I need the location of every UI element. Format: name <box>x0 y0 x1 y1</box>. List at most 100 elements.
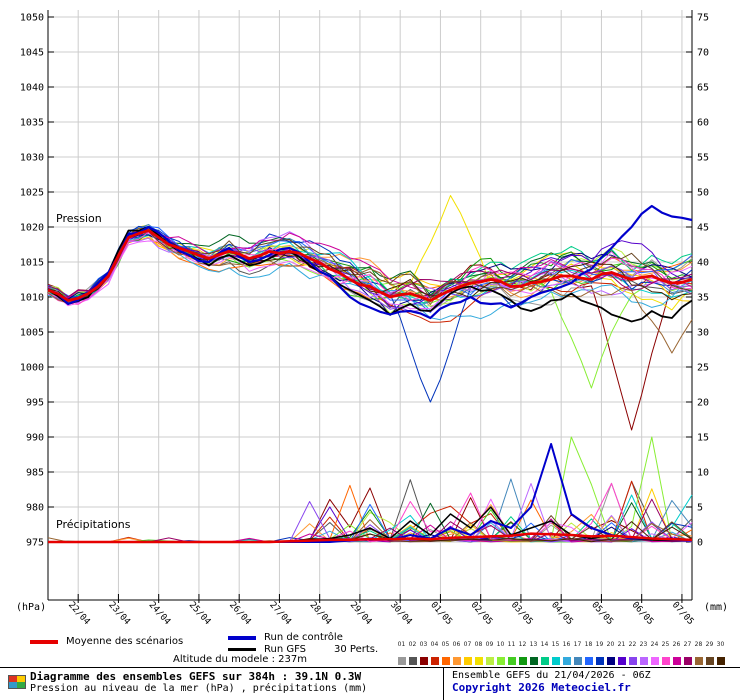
ensemble-line <box>47 226 693 323</box>
footer-divider <box>443 668 444 700</box>
pert-color-square <box>408 657 417 665</box>
precip-tick-label: 70 <box>697 48 709 59</box>
pressure-tick-label: 995 <box>26 398 44 409</box>
pert-color-square <box>430 657 439 665</box>
pressure-tick-label: 1030 <box>20 153 44 164</box>
pert-color-square <box>628 657 637 665</box>
pert-color-square <box>606 657 615 665</box>
pressure-section-label: Pression <box>56 212 102 225</box>
pert-color-square <box>672 657 681 665</box>
pert-number: 01 <box>397 641 406 648</box>
date-tick-label: 25/04 <box>187 600 213 627</box>
pert-number: 13 <box>529 641 538 648</box>
pert-number: 16 <box>562 641 571 648</box>
precip-tick-label: 0 <box>697 538 703 549</box>
date-tick-label: 02/05 <box>468 600 494 627</box>
region-flag-icon <box>8 675 26 689</box>
control-line-swatch <box>228 635 256 640</box>
pressure-tick-label: 1035 <box>20 118 44 129</box>
date-tick-label: 26/04 <box>227 600 253 627</box>
perturbation-numbers-row: 01 02 03 04 05 06 07 08 09 10 11 12 13 14 15 16 17 18 19 20… <box>396 631 732 650</box>
pressure-tick-label: 975 <box>26 538 44 549</box>
ensemble-line <box>47 230 693 302</box>
precip-tick-label: 55 <box>697 153 709 164</box>
precip-section-label: Précipitations <box>56 518 131 531</box>
mean-line-swatch <box>30 639 58 644</box>
footer-right-block: Ensemble GEFS du 21/04/2026 - 06Z Copyri… <box>452 670 737 694</box>
ensemble-line <box>47 227 693 431</box>
ensemble-line <box>48 480 693 543</box>
flag-quadrant <box>9 676 17 682</box>
perturbation-color-strip: 01 02 03 04 05 06 07 08 09 10 11 12 13 14 15 16 17 18 19 20… <box>396 631 732 669</box>
pert-number: 24 <box>650 641 659 648</box>
pert-color-square <box>650 657 659 665</box>
date-tick-label: 27/04 <box>267 600 293 627</box>
date-tick-label: 22/04 <box>66 600 92 627</box>
ensemble-line <box>47 230 693 389</box>
model-altitude-note: Altitude du modele : 237m <box>173 654 307 665</box>
pert-number: 04 <box>430 641 439 648</box>
pert-number: 23 <box>639 641 648 648</box>
pert-number: 17 <box>573 641 582 648</box>
pert-color-square <box>716 657 725 665</box>
date-tick-label: 01/05 <box>428 600 454 627</box>
legend-item-control: Run de contrôle <box>228 632 343 643</box>
pert-color-square <box>452 657 461 665</box>
copyright-link[interactable]: Copyright 2026 Meteociel.fr <box>452 681 631 694</box>
date-tick-label: 06/05 <box>629 600 655 627</box>
pert-number: 07 <box>463 641 472 648</box>
pressure-tick-label: 1020 <box>20 223 44 234</box>
legend-label-perts: 30 Perts. <box>334 644 379 655</box>
perturbation-squares-row <box>396 650 732 669</box>
legend-label-control: Run de contrôle <box>264 632 343 643</box>
pert-color-square <box>529 657 538 665</box>
pert-color-square <box>441 657 450 665</box>
pert-color-square <box>507 657 516 665</box>
pert-number: 27 <box>683 641 692 648</box>
pert-color-square <box>584 657 593 665</box>
ensemble-line <box>47 225 693 314</box>
axis-layer <box>47 10 693 603</box>
precip-tick-label: 20 <box>697 398 709 409</box>
precip-tick-label: 75 <box>697 13 709 24</box>
date-tick-label: 23/04 <box>106 600 132 627</box>
pert-color-square <box>617 657 626 665</box>
pert-number: 21 <box>617 641 626 648</box>
precip-tick-label: 10 <box>697 468 709 479</box>
date-tick-label: 29/04 <box>348 600 374 627</box>
series-layer <box>47 195 693 544</box>
pert-color-square <box>540 657 549 665</box>
pressure-tick-label: 1010 <box>20 293 44 304</box>
pert-color-square <box>639 657 648 665</box>
date-tick-label: 04/05 <box>549 600 575 627</box>
precip-tick-label: 30 <box>697 328 709 339</box>
legend-label-mean: Moyenne des scénarios <box>66 636 184 647</box>
pressure-tick-label: 1015 <box>20 258 44 269</box>
flag-quadrant <box>17 682 25 688</box>
pert-color-square <box>419 657 428 665</box>
ensemble-line <box>47 231 693 301</box>
pert-number: 19 <box>595 641 604 648</box>
precip-tick-label: 45 <box>697 223 709 234</box>
pert-color-square <box>518 657 527 665</box>
pert-number: 03 <box>419 641 428 648</box>
legend-label-gfs: Run GFS <box>264 644 307 655</box>
pert-number: 08 <box>474 641 483 648</box>
precip-tick-label: 40 <box>697 258 709 269</box>
pert-number: 02 <box>408 641 417 648</box>
left-axis-unit-label: (hPa) <box>16 602 46 613</box>
precip-tick-label: 60 <box>697 118 709 129</box>
date-tick-label: 28/04 <box>307 600 333 627</box>
pert-number: 29 <box>705 641 714 648</box>
run-info: Ensemble GEFS du 21/04/2026 - 06Z <box>452 670 651 681</box>
pressure-tick-label: 1040 <box>20 83 44 94</box>
ensemble-line <box>47 234 693 321</box>
pert-number: 30 <box>716 641 725 648</box>
pressure-tick-label: 1045 <box>20 48 44 59</box>
pert-color-square <box>661 657 670 665</box>
pert-number: 12 <box>518 641 527 648</box>
pressure-tick-label: 990 <box>26 433 44 444</box>
pert-color-square <box>551 657 560 665</box>
pert-number: 28 <box>694 641 703 648</box>
